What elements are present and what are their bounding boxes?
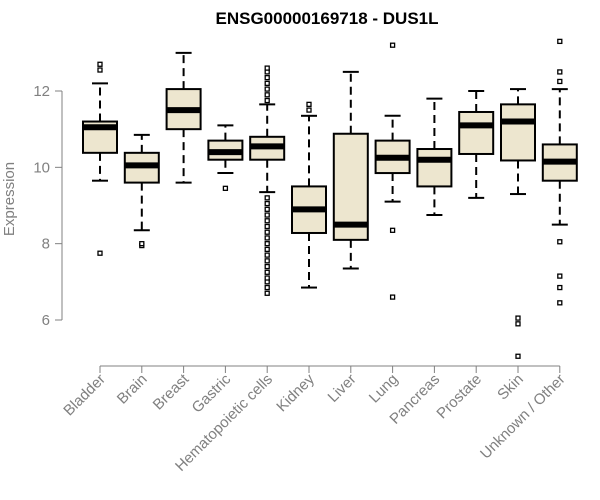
outlier-point: [264, 195, 270, 201]
outlier-point: [97, 61, 103, 67]
outlier-point: [264, 97, 270, 104]
outlier-point: [389, 42, 396, 48]
y-tick-label: 6: [42, 312, 50, 329]
y-axis-label: Expression: [1, 162, 18, 236]
outlier-point: [139, 241, 145, 247]
outlier-point: [515, 353, 521, 359]
outlier-point: [222, 185, 229, 191]
outlier-point: [264, 246, 270, 253]
box: [416, 97, 453, 217]
outlier-point: [264, 275, 270, 281]
box: [332, 70, 369, 270]
outlier-point: [557, 38, 563, 45]
outlier-point: [264, 218, 270, 224]
outlier-point: [264, 212, 270, 218]
outlier-point: [264, 223, 270, 230]
box: [123, 133, 160, 249]
outlier-point: [264, 284, 270, 291]
outlier-point: [389, 227, 396, 233]
outlier-point: [557, 78, 563, 85]
outlier-point: [264, 290, 270, 296]
y-axis: 6 8 10 12: [33, 83, 63, 329]
x-tick-label: Lung: [366, 371, 402, 407]
box-iqr: [416, 148, 453, 188]
outlier-point: [97, 250, 103, 256]
box-iqr: [458, 110, 495, 155]
box: [207, 124, 244, 191]
outlier-point: [557, 273, 563, 279]
x-tick-label: Liver: [325, 371, 360, 406]
outlier-point: [557, 239, 563, 245]
box: [458, 90, 495, 199]
outlier-point: [264, 258, 270, 264]
box: [165, 51, 202, 184]
chart-title: ENSG00000169718 - DUS1L: [215, 9, 438, 28]
x-tick-label: Skin: [494, 371, 527, 404]
outlier-point: [557, 284, 563, 291]
outlier-point: [264, 65, 270, 71]
x-tick-label: Brain: [114, 371, 151, 408]
x-tick-label: Bladder: [60, 371, 109, 420]
y-tick-label: 10: [33, 159, 50, 176]
outlier-point: [557, 300, 563, 306]
outlier-point: [557, 69, 563, 75]
box: [82, 61, 118, 256]
outlier-point: [515, 321, 521, 327]
outlier-point: [264, 200, 270, 207]
outlier-point: [264, 74, 270, 81]
outlier-point: [264, 229, 270, 235]
box: [249, 65, 286, 296]
outlier-point: [306, 101, 312, 108]
outlier-point: [264, 80, 270, 87]
x-tick-label: Kidney: [273, 370, 318, 415]
x-tick-label: Prostate: [433, 371, 485, 423]
box-iqr: [500, 103, 536, 162]
box: [374, 42, 411, 300]
box-group: [82, 38, 578, 359]
y-tick-label: 8: [42, 236, 50, 253]
outlier-point: [264, 241, 270, 247]
y-tick-label: 12: [33, 83, 50, 100]
outlier-point: [264, 252, 270, 258]
outlier-point: [264, 86, 270, 92]
outlier-point: [97, 67, 103, 73]
box: [500, 88, 536, 359]
outlier-point: [306, 107, 312, 113]
outlier-point: [264, 269, 270, 275]
outlier-point: [389, 294, 396, 300]
box: [541, 38, 578, 306]
box: [291, 101, 327, 289]
outlier-point: [264, 263, 270, 270]
outlier-point: [264, 235, 270, 241]
outlier-point: [264, 92, 270, 98]
x-tick-label: Breast: [150, 370, 193, 413]
outlier-point: [515, 315, 521, 321]
outlier-point: [264, 206, 270, 212]
